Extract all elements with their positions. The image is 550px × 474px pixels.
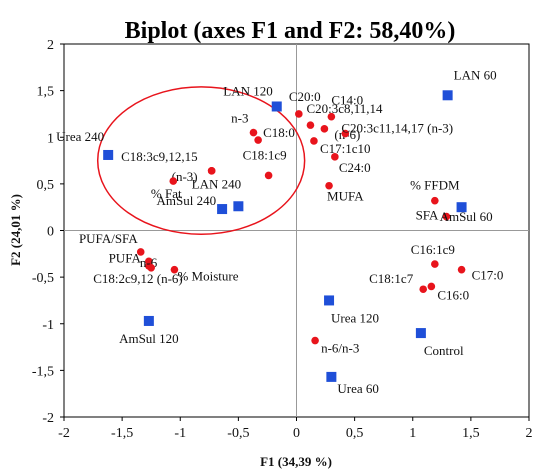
variable-label: C24:0 [339,160,371,175]
variable-label: C14:0 [331,93,363,108]
x-tick-label: 2 [526,426,533,441]
variable-marker [427,282,436,291]
x-axis-title: F1 (34,39 %) [260,454,332,469]
x-tick-label: 0,5 [346,426,364,441]
variable-label: PUFA/SFA [79,231,138,246]
variable-label: C16:1c9 [411,242,455,257]
variable-marker [249,128,258,137]
x-tick-label: -2 [58,426,70,441]
variable-label: (n-3) [172,169,198,184]
observation-label: Urea 60 [337,381,379,396]
x-tick-label: 1 [409,426,416,441]
variable-marker [254,136,262,144]
variable-marker [442,212,451,221]
variable-marker [311,336,319,345]
observation-label: Urea 240 [56,129,104,144]
variable-label: C18:0 [263,125,295,140]
variable-marker [457,265,466,274]
variable-label: n-6/n-3 [321,341,359,356]
axis-ticks: -2 -1,5 -1 -0,5 0 0,5 1 1,5 2 2 1,5 1 0,5 0 -0,5 -1 -1,5… [32,38,533,441]
variable-label: % FFDM [410,178,460,193]
observation-label: AmSul 120 [119,331,179,346]
variable-label: C20:3c8,11,14 [306,101,383,116]
observation-label: AmSul 240 [157,193,217,208]
y-tick-label: -1 [42,318,54,333]
variable-label: % Moisture [177,269,238,284]
variable-label: n-3 [231,111,248,126]
x-tick-label: 0 [293,426,300,441]
x-tick-label: -0,5 [227,426,249,441]
y-tick-label: -1,5 [32,364,54,379]
zero-lines [64,44,529,417]
observation-label: LAN 60 [454,67,497,82]
x-tick-label: -1,5 [111,426,133,441]
observation-label: Urea 120 [331,310,379,325]
variable-label: SFA [416,208,439,223]
observation-marker [233,201,244,212]
variable-marker [341,129,350,138]
variable-marker [419,285,428,294]
variable-marker [431,196,439,205]
variable-marker [320,125,329,133]
y-tick-label: -2 [42,411,54,426]
observation-label: LAN 240 [192,176,241,191]
variable-label: MUFA [327,189,364,204]
y-tick-label: 2 [47,38,54,53]
observation-label: LAN 120 [223,83,272,98]
variable-marker [147,264,155,272]
variable-marker [170,265,179,274]
variable-label: C20:0 [289,89,321,104]
y-tick-label: 1,5 [37,85,55,100]
x-tick-label: 1,5 [462,426,480,441]
variable-marker [306,121,315,129]
variable-marker [136,248,145,256]
variable-label: C17:1c10 [320,141,371,156]
variable-marker [169,177,178,185]
y-tick-label: 0,5 [37,178,55,193]
data-points: C20:0C14:0C20:3c8,11,14(n-6)C20:3c11,14,… [56,67,503,396]
observation-marker [103,149,114,160]
variable-label: C18:1c9 [243,147,287,162]
observation-label: Control [424,343,464,358]
variable-marker [331,153,339,161]
variable-marker [325,181,333,190]
y-axis-title: F2 (24,01 %) [8,194,23,266]
observation-marker [271,101,282,112]
observation-label: AmSul 60 [440,209,493,224]
variable-marker [264,171,273,180]
x-tick-label: -1 [174,426,186,441]
variable-marker [431,260,439,268]
observation-marker [415,328,426,339]
variable-label: PUFA [109,250,142,265]
observation-marker [326,371,337,382]
observation-marker [143,315,154,326]
variable-marker [295,110,303,118]
variable-marker [327,112,336,121]
highlight-ellipse [96,86,306,235]
variable-label: C18:2c9,12 (n-6) [93,271,183,286]
variable-label: C17:0 [472,268,504,283]
observation-marker [324,295,335,306]
variable-marker [310,137,318,145]
variable-label: C20:3c11,14,17 (n-3) [341,121,453,136]
variable-marker [207,167,216,175]
chart-title: Biplot (axes F1 and F2: 58,40%) [125,18,456,44]
variable-label: % Fat [151,186,182,201]
variable-label: C18:3c9,12,15 [121,149,198,164]
observation-marker [442,90,453,101]
y-tick-label: 1 [47,131,54,146]
variable-label: C18:1c7 [369,271,414,286]
observation-marker [217,204,228,215]
y-tick-label: -0,5 [32,271,54,286]
highlight-ellipse-layer [96,86,306,235]
variable-label: C16:0 [437,287,469,302]
y-tick-label: 0 [47,225,54,240]
observation-marker [456,202,467,213]
